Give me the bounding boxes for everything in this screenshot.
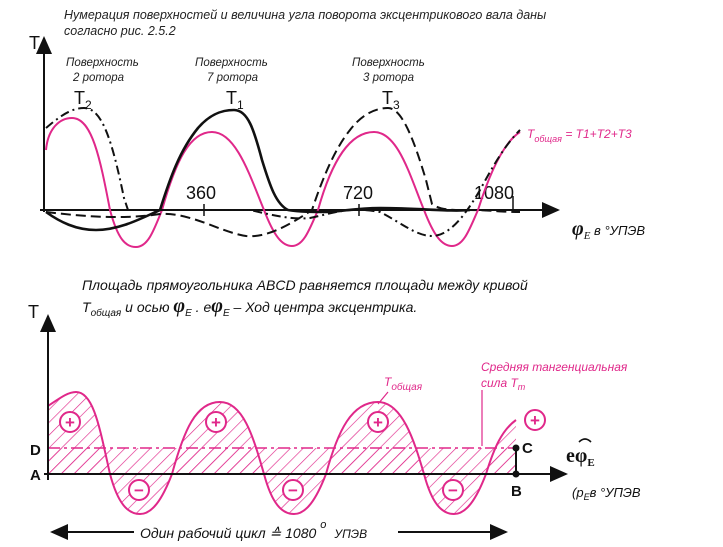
surface-7-label-line2: 7 ротора (207, 72, 258, 84)
plus-marker-1: + (59, 411, 81, 433)
mean-force-label-line1: Средняя тангенциальная (481, 360, 628, 374)
cycle-label: Один рабочий цикл ≙ 1080 oУПЭВ (140, 519, 367, 541)
svg-text:−: − (288, 481, 298, 500)
top-t3-curve (45, 106, 521, 238)
t2-label: T2 (74, 88, 92, 112)
total-formula: Tобщая = T1+T2+T3 (527, 127, 632, 144)
top-note-line2: согласно рис. 2.5.2 (64, 24, 176, 38)
svg-text:+: + (211, 413, 221, 432)
bottom-note-line1: Площадь прямоугольника ABCD равняется пл… (82, 277, 528, 293)
surface-2-label-line2: 2 ротора (72, 72, 124, 84)
point-a-label: A (30, 467, 41, 484)
cycle-label-bg (134, 520, 398, 542)
plus-marker-3: + (367, 411, 389, 433)
top-total-curve (45, 116, 521, 249)
svg-text:−: − (134, 481, 144, 500)
svg-text:−: − (448, 481, 458, 500)
surface-7-label-line1: Поверхность (195, 57, 268, 69)
point-b-label: B (511, 483, 522, 500)
surface-2-label-line1: Поверхность (66, 57, 139, 69)
bottom-note-line2: Tобщая и осью φE . eφE – Ход центра эксц… (82, 295, 417, 319)
bottom-x-axis-label: (pEв °УПЭВ (572, 485, 641, 502)
svg-text:+: + (530, 411, 540, 430)
abcd-rectangle (48, 448, 516, 474)
top-x-axis-label: φE в °УПЭВ (572, 218, 645, 242)
surface-3-label-line1: Поверхность (352, 57, 425, 69)
t1-label: T1 (226, 88, 244, 112)
mean-force-label-line2: сила Tm (481, 376, 526, 392)
tick-label-720: 720 (343, 183, 373, 203)
tick-label-360: 360 (186, 183, 216, 203)
surface-3-label-line2: 3 ротора (363, 72, 414, 84)
total-leader-line (377, 391, 389, 405)
point-d-label: D (30, 442, 41, 459)
bottom-y-axis-label: T (28, 302, 39, 322)
bottom-total-label: Tобщая (384, 375, 423, 393)
e-phi-label: eφE (566, 445, 595, 469)
tick-label-1080: 1080 (474, 183, 514, 203)
point-b-dot (512, 470, 520, 478)
point-c-dot (512, 444, 520, 452)
minus-marker-1: − (128, 479, 150, 501)
e-phi-hat (578, 438, 592, 443)
plus-marker-4: + (524, 409, 546, 431)
t3-label: T3 (382, 88, 400, 112)
plus-marker-2: + (205, 411, 227, 433)
minus-marker-3: − (442, 479, 464, 501)
minus-marker-2: − (282, 479, 304, 501)
svg-text:+: + (65, 413, 75, 432)
top-note-line1: Нумерация поверхностей и величина угла п… (64, 8, 546, 22)
bottom-hatched-area (48, 392, 516, 514)
point-c-label: C (522, 440, 533, 457)
top-y-axis-label: T (29, 33, 40, 53)
svg-text:+: + (373, 413, 383, 432)
top-t1-curve (45, 108, 471, 232)
top-t2-curve (45, 106, 521, 238)
